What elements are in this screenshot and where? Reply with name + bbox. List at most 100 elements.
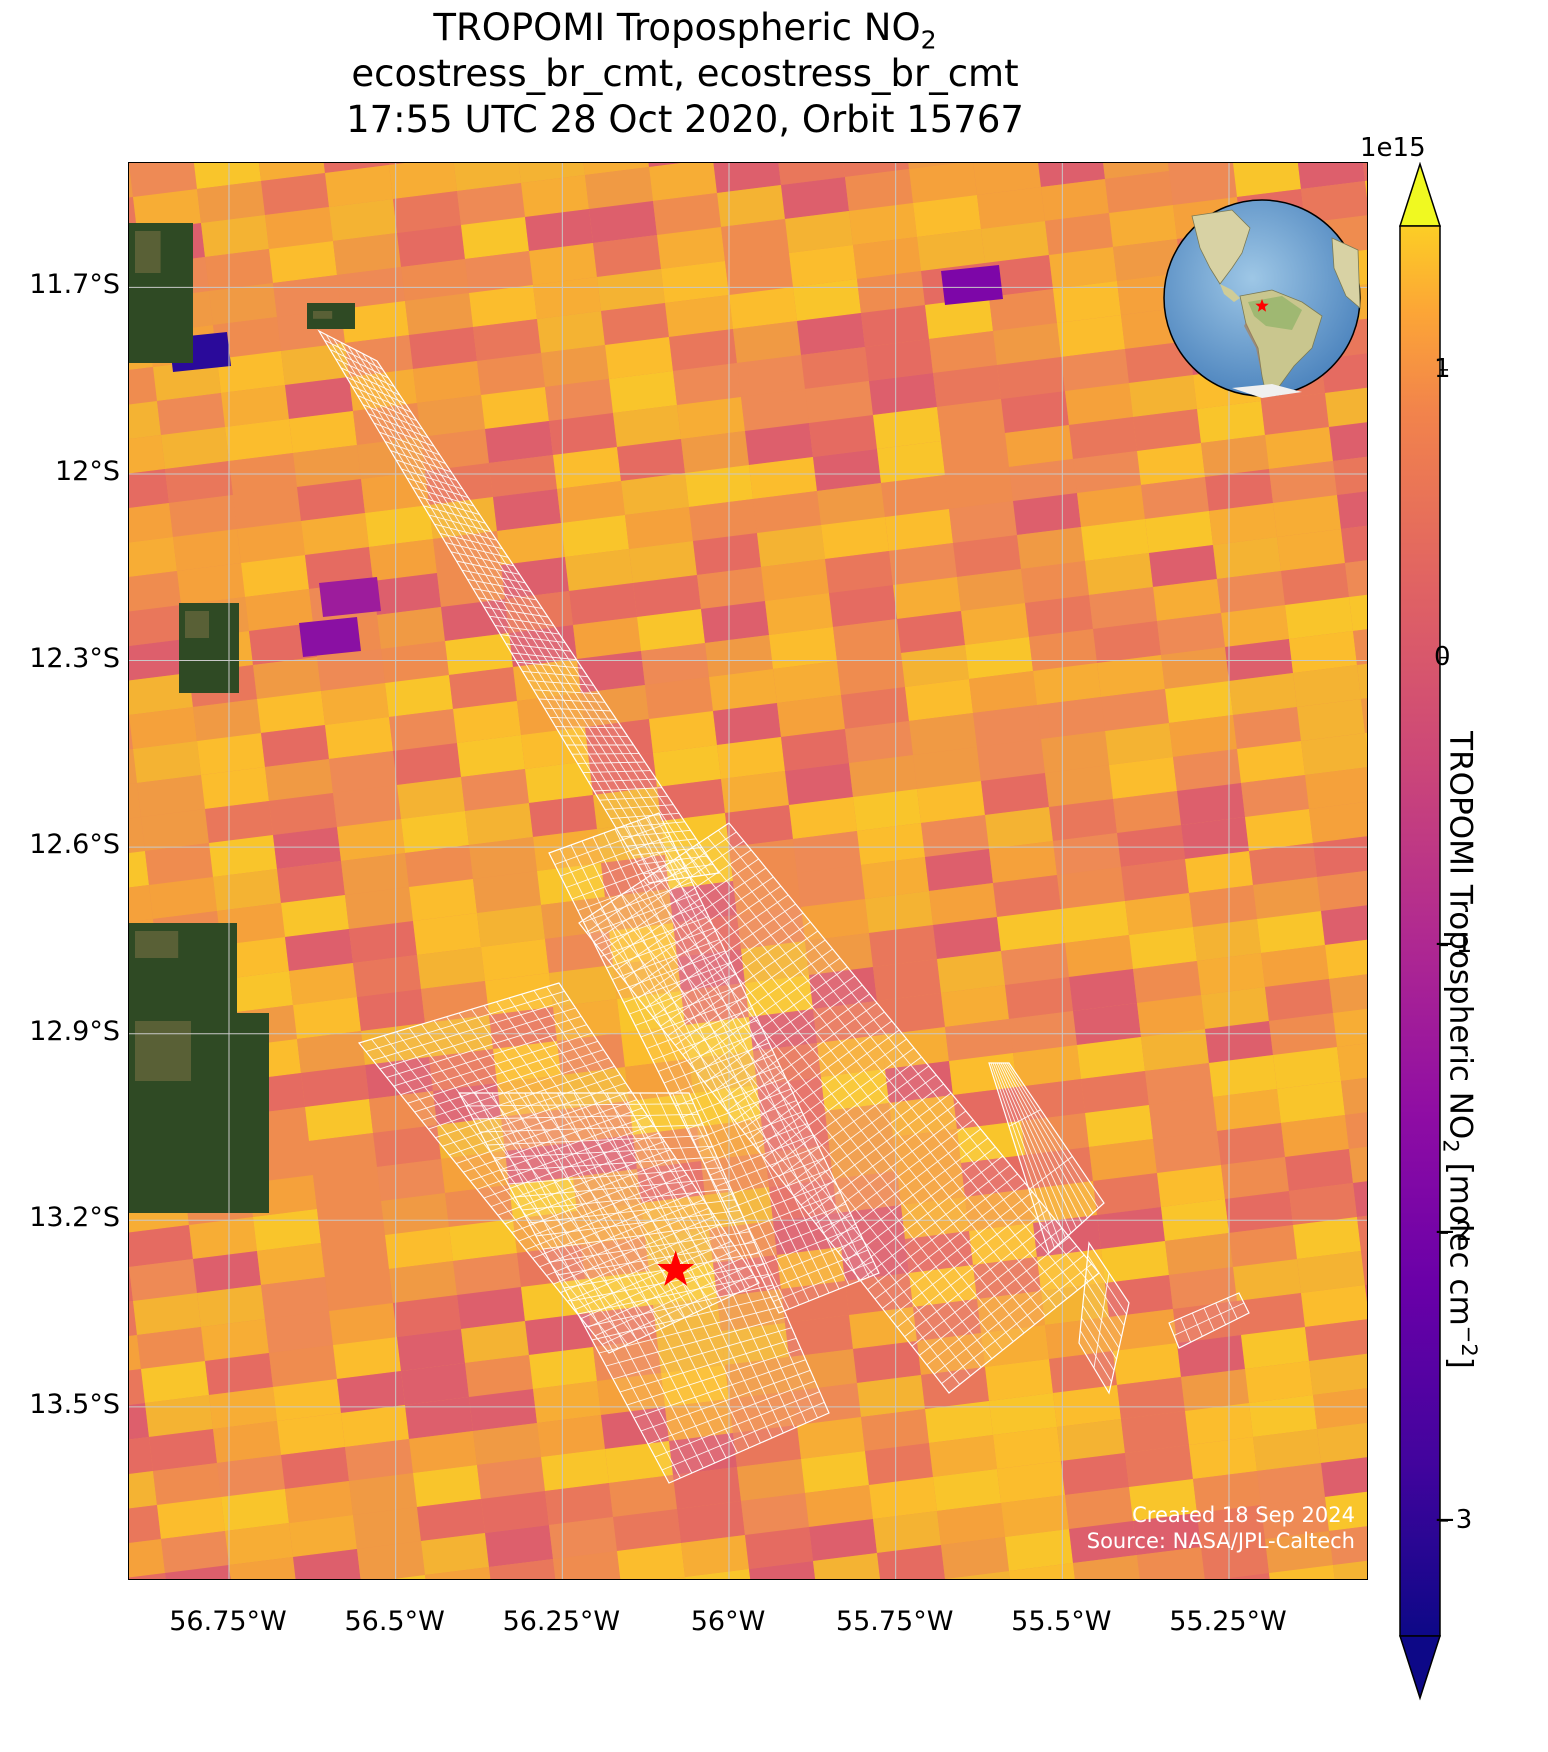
no2-pixel bbox=[1237, 741, 1305, 783]
no2-pixel bbox=[205, 1353, 273, 1395]
no2-pixel bbox=[657, 1331, 725, 1373]
no2-pixel bbox=[797, 1417, 865, 1459]
no2-pixel bbox=[1261, 393, 1329, 435]
no2-pixel bbox=[273, 1379, 341, 1421]
no2-pixel bbox=[293, 997, 361, 1039]
no2-pixel bbox=[881, 475, 949, 517]
colorbar-label: TROPOMI Tropospheric NO2 [molec cm−2] bbox=[1438, 731, 1482, 1369]
no2-pixel bbox=[489, 455, 557, 497]
no2-pixel bbox=[129, 571, 181, 612]
no2-pixel bbox=[1261, 1497, 1329, 1539]
no2-pixel bbox=[1061, 901, 1129, 943]
no2-pixel bbox=[129, 1437, 153, 1474]
no2-pixel bbox=[417, 395, 485, 437]
no2-pixel bbox=[129, 817, 145, 853]
no2-pixel bbox=[725, 805, 793, 847]
no2-pixel bbox=[453, 701, 521, 743]
no2-pixel bbox=[365, 505, 433, 547]
no2-pixel bbox=[881, 1579, 949, 1580]
no2-pixel bbox=[337, 1371, 405, 1413]
no2-pixel bbox=[393, 1295, 461, 1337]
no2-pixel bbox=[1097, 655, 1165, 697]
colorbar-extend-max bbox=[1398, 162, 1442, 227]
footprint-mesh bbox=[1168, 1292, 1250, 1349]
no2-pixel bbox=[989, 1393, 1057, 1435]
no2-pixel bbox=[549, 1517, 617, 1559]
no2-pixel bbox=[1133, 409, 1201, 451]
no2-pixel bbox=[393, 1575, 426, 1579]
no2-pixel bbox=[421, 1533, 489, 1575]
no2-pixel bbox=[717, 1289, 785, 1331]
no2-pixel bbox=[445, 633, 513, 675]
no2-pixel bbox=[653, 193, 721, 235]
no2-pixel bbox=[325, 165, 393, 207]
no2-pixel bbox=[945, 1571, 1010, 1579]
no2-pixel bbox=[317, 649, 385, 691]
no2-pixel bbox=[777, 1247, 845, 1289]
lon-tick-label: 56.5°W bbox=[344, 1606, 445, 1637]
colorbar-tick-label: 0 bbox=[1434, 641, 1451, 672]
no2-pixel bbox=[233, 487, 301, 529]
no2-pixel bbox=[1057, 315, 1125, 357]
no2-pixel bbox=[821, 517, 889, 559]
no2-pixel bbox=[141, 809, 209, 851]
no2-pixel bbox=[481, 387, 549, 429]
no2-pixel bbox=[829, 1137, 897, 1179]
no2-pixel bbox=[817, 483, 885, 525]
no2-pixel bbox=[805, 933, 873, 975]
no2-pixel bbox=[693, 533, 761, 575]
no2-pixel bbox=[1049, 1351, 1117, 1393]
no2-pixel bbox=[769, 1179, 837, 1221]
no2-pixel bbox=[133, 1293, 201, 1335]
credit-source: Source: NASA/JPL-Caltech bbox=[1086, 1529, 1355, 1553]
no2-pixel bbox=[1209, 1055, 1277, 1097]
no2-pixel bbox=[1117, 1377, 1185, 1419]
no2-pixel bbox=[301, 513, 369, 555]
no2-pixel bbox=[133, 741, 201, 783]
no2-pixel bbox=[929, 1435, 997, 1477]
no2-pixel bbox=[277, 1413, 345, 1455]
inset-globe bbox=[1163, 199, 1361, 398]
no2-pixel bbox=[681, 431, 749, 473]
no2-pixel bbox=[653, 1297, 721, 1339]
no2-pixel bbox=[265, 207, 333, 249]
no2-pixel bbox=[677, 1501, 745, 1543]
no2-pixel bbox=[721, 219, 789, 261]
no2-pixel bbox=[941, 1537, 1009, 1579]
no2-pixel bbox=[129, 1267, 133, 1302]
globe-central-america-land bbox=[1220, 284, 1240, 302]
no2-pixel bbox=[877, 441, 945, 483]
no2-pixel bbox=[369, 539, 437, 581]
no2-pixel bbox=[781, 729, 849, 771]
no2-pixel bbox=[809, 1519, 877, 1561]
no2-pixel bbox=[1233, 163, 1301, 197]
target-site-star-marker bbox=[656, 1250, 695, 1286]
no2-pixel bbox=[661, 261, 729, 303]
no2-map-panel[interactable]: Created 18 Sep 2024 Source: NASA/JPL-Cal… bbox=[128, 162, 1368, 1580]
no2-pixel bbox=[465, 1355, 533, 1397]
no2-pixel bbox=[673, 363, 741, 405]
no2-pixel bbox=[997, 357, 1065, 399]
no2-pixel bbox=[1241, 775, 1309, 817]
no2-pixel bbox=[1001, 391, 1069, 433]
no2-pixel bbox=[401, 811, 469, 853]
no2-pixel bbox=[761, 559, 829, 601]
no2-pixel bbox=[1185, 851, 1253, 893]
no2-pixel bbox=[725, 253, 793, 295]
no2-pixel bbox=[961, 603, 1029, 645]
no2-pixel bbox=[653, 745, 721, 787]
no2-pixel bbox=[945, 1019, 1013, 1061]
no2-pixel bbox=[993, 1427, 1061, 1469]
no2-pixel bbox=[1221, 605, 1289, 647]
no2-pixel bbox=[323, 163, 389, 173]
no2-pixel bbox=[129, 163, 133, 198]
no2-pixel bbox=[477, 353, 545, 395]
no2-pixel bbox=[969, 671, 1037, 713]
no2-pixel bbox=[369, 1091, 437, 1133]
no2-pixel bbox=[913, 1299, 981, 1341]
no2-pixel bbox=[1229, 1225, 1297, 1267]
no2-pixel bbox=[1149, 1097, 1217, 1139]
no2-pixel bbox=[1041, 179, 1109, 221]
no2-pixel bbox=[217, 1455, 285, 1497]
no2-pixel bbox=[277, 861, 345, 903]
